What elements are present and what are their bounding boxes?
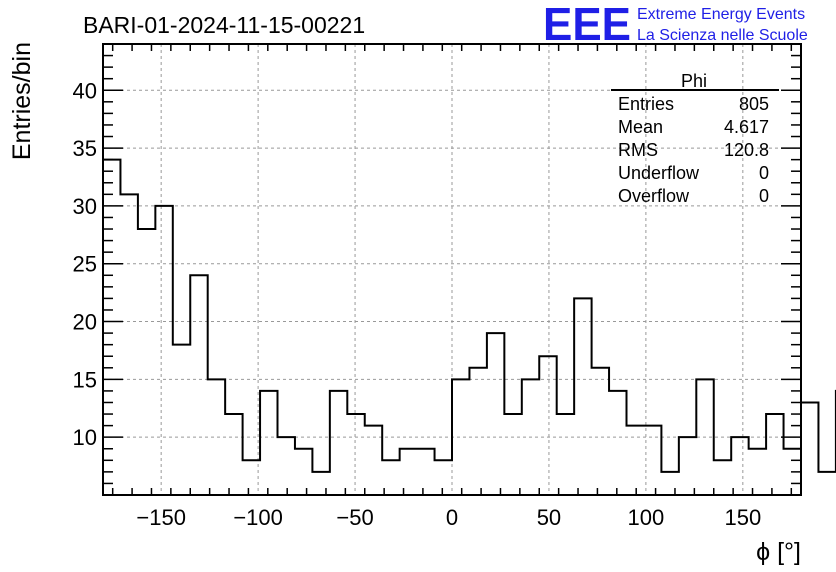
- histogram-bin: [120, 194, 137, 495]
- histogram-bin: [365, 426, 382, 495]
- stats-row-value: 0: [759, 163, 769, 183]
- histogram-outline: [103, 158, 836, 473]
- histogram-bin: [400, 449, 417, 495]
- histogram-bin: [225, 414, 242, 495]
- stats-row-label: Mean: [618, 117, 663, 137]
- stats-box-title: Phi: [681, 71, 707, 91]
- axis-ticks: [103, 43, 801, 495]
- histogram-bin: [138, 229, 155, 495]
- histogram-bin: [818, 472, 835, 495]
- y-tick-label: 30: [73, 194, 97, 219]
- x-tick-labels: −150 −100 −50 0 50 100 150: [136, 505, 761, 530]
- logo-line-1: Extreme Energy Events: [637, 6, 805, 23]
- histogram-bin: [417, 449, 434, 495]
- y-tick-label: 40: [73, 78, 97, 103]
- histogram-bin: [557, 414, 574, 495]
- histogram-bin: [679, 437, 696, 495]
- y-tick-labels: 10 15 20 25 30 35 40: [73, 78, 97, 450]
- x-tick-label: 100: [628, 505, 665, 530]
- histogram-bin: [469, 368, 486, 495]
- y-tick-label: 25: [73, 252, 97, 277]
- y-tick-label: 20: [73, 310, 97, 335]
- stats-box: Phi Entries 805 Mean 4.617 RMS 120.8 Underflow…: [611, 71, 779, 206]
- histogram-bin: [452, 379, 469, 495]
- histogram-bin: [330, 391, 347, 495]
- histogram-bin: [435, 460, 452, 495]
- stats-row-label: RMS: [618, 140, 658, 160]
- histogram-bin: [731, 437, 748, 495]
- x-tick-label: −150: [136, 505, 186, 530]
- x-axis-label: ϕ [°]: [756, 538, 801, 566]
- histogram-bin: [103, 160, 120, 495]
- histogram-bin: [295, 449, 312, 495]
- x-tick-label: 0: [446, 505, 458, 530]
- histogram-bin: [312, 472, 329, 495]
- histogram-bin: [208, 379, 225, 495]
- histogram-bin: [766, 414, 783, 495]
- histogram-bin: [243, 460, 260, 495]
- histogram-bin: [644, 426, 661, 495]
- y-tick-label: 15: [73, 367, 97, 392]
- x-tick-label: 150: [724, 505, 761, 530]
- histogram-bin: [661, 472, 678, 495]
- eee-logo: EEE Extreme Energy Events La Scienza nel…: [543, 0, 808, 50]
- stats-row-label: Entries: [618, 94, 674, 114]
- chart-title: BARI-01-2024-11-15-00221: [83, 12, 365, 38]
- stats-row-label: Overflow: [618, 186, 690, 206]
- histogram-bin: [592, 368, 609, 495]
- histogram-bin: [801, 402, 818, 495]
- histogram-bin: [522, 379, 539, 495]
- logo-line-2: La Scienza nelle Scuole: [637, 27, 808, 44]
- stats-row-value: 805: [739, 94, 769, 114]
- histogram-bin: [347, 414, 364, 495]
- y-axis-label: Entries/bin: [8, 42, 36, 160]
- x-tick-label: 50: [537, 505, 561, 530]
- y-tick-label: 10: [73, 425, 97, 450]
- x-tick-label: −50: [336, 505, 373, 530]
- histogram-bin: [155, 206, 172, 495]
- stats-row-value: 0: [759, 186, 769, 206]
- plot-frame: [102, 43, 802, 496]
- histogram-bin: [190, 275, 207, 495]
- histogram-bin: [504, 414, 521, 495]
- stats-row-label: Underflow: [618, 163, 700, 183]
- histogram-bin: [539, 356, 556, 495]
- y-tick-label: 35: [73, 136, 97, 161]
- histogram-bin: [609, 391, 626, 495]
- stats-row-value: 4.617: [724, 117, 769, 137]
- histogram-bin: [487, 333, 504, 495]
- histogram-bin: [696, 379, 713, 495]
- x-tick-label: −100: [233, 505, 283, 530]
- histogram-series: [103, 158, 836, 495]
- histogram-bin: [278, 437, 295, 495]
- histogram-bin: [627, 426, 644, 495]
- histogram-bin: [574, 298, 591, 495]
- histogram-bin: [749, 449, 766, 495]
- histogram-bin: [260, 391, 277, 495]
- histogram-bin: [173, 345, 190, 495]
- stats-row-value: 120.8: [724, 140, 769, 160]
- histogram-bin: [714, 460, 731, 495]
- logo-mark: EEE: [543, 0, 631, 50]
